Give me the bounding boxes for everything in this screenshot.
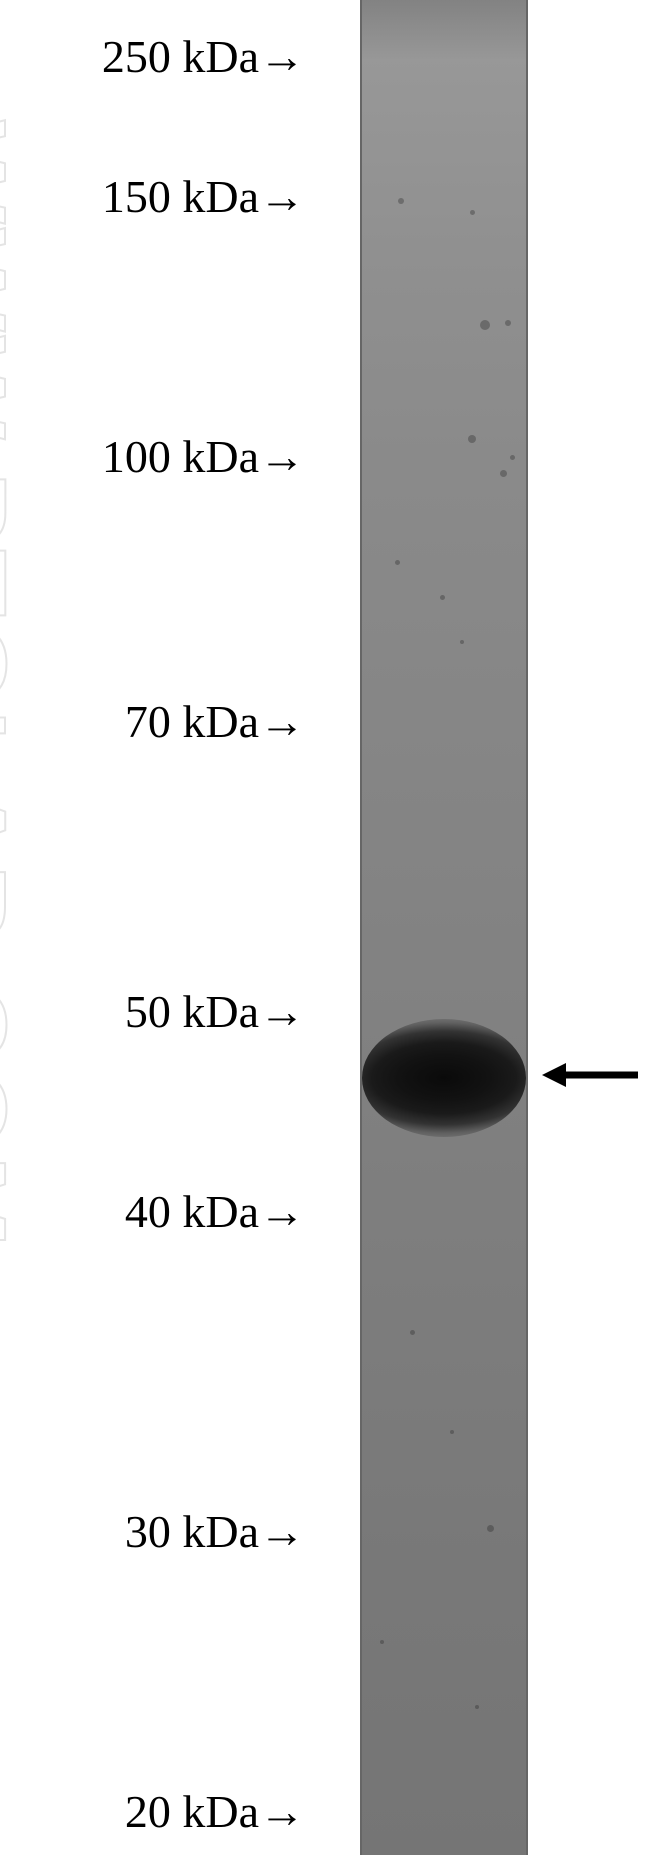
speckle — [410, 1330, 415, 1335]
marker-label-20: 20 kDa→ — [125, 1785, 305, 1838]
arrow-right-icon: → — [259, 986, 305, 1037]
marker-text: 20 kDa — [125, 1786, 259, 1837]
lane-shadow — [362, 0, 526, 60]
marker-label-70: 70 kDa→ — [125, 695, 305, 748]
speckle — [500, 470, 507, 477]
blot-lane — [360, 0, 528, 1855]
speckle — [450, 1430, 454, 1434]
marker-text: 250 kDa — [102, 31, 259, 82]
arrow-right-icon: → — [259, 431, 305, 482]
speckle — [460, 640, 464, 644]
marker-label-100: 100 kDa→ — [102, 430, 305, 483]
marker-label-50: 50 kDa→ — [125, 985, 305, 1038]
speckle — [440, 595, 445, 600]
arrow-right-icon: → — [259, 31, 305, 82]
watermark-text: WWW.PTGLAB.COM — [0, 120, 30, 1251]
speckle — [470, 210, 475, 215]
marker-label-40: 40 kDa→ — [125, 1185, 305, 1238]
lane-border-left — [360, 0, 362, 1855]
marker-text: 40 kDa — [125, 1186, 259, 1237]
marker-label-250: 250 kDa→ — [102, 30, 305, 83]
arrow-right-icon: → — [259, 171, 305, 222]
marker-label-30: 30 kDa→ — [125, 1505, 305, 1558]
speckle — [475, 1705, 479, 1709]
marker-label-150: 150 kDa→ — [102, 170, 305, 223]
speckle — [395, 560, 400, 565]
marker-text: 100 kDa — [102, 431, 259, 482]
arrow-right-icon: → — [259, 696, 305, 747]
marker-text: 30 kDa — [125, 1506, 259, 1557]
speckle — [487, 1525, 494, 1532]
speckle — [480, 320, 490, 330]
marker-text: 70 kDa — [125, 696, 259, 747]
arrow-right-icon: → — [259, 1786, 305, 1837]
arrow-right-icon: → — [259, 1506, 305, 1557]
speckle — [468, 435, 476, 443]
marker-text: 150 kDa — [102, 171, 259, 222]
speckle — [510, 455, 515, 460]
lane-border-right — [526, 0, 528, 1855]
band-arrow-icon — [540, 1050, 640, 1100]
speckle — [398, 198, 404, 204]
speckle — [505, 320, 511, 326]
arrow-right-icon: → — [259, 1186, 305, 1237]
protein-band — [362, 1019, 526, 1137]
speckle — [380, 1640, 384, 1644]
blot-figure: 250 kDa→ 150 kDa→ 100 kDa→ 70 kDa→ 50 kD… — [0, 0, 650, 1855]
marker-text: 50 kDa — [125, 986, 259, 1037]
